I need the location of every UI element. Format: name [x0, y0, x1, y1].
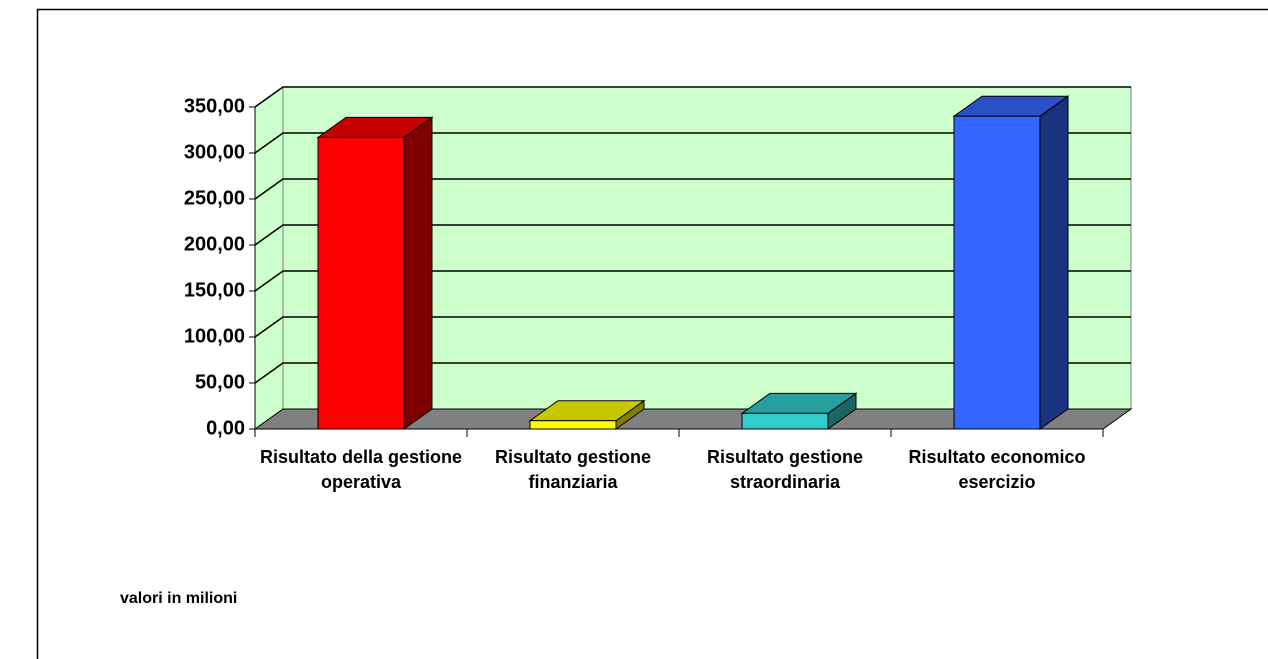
bar — [529, 420, 617, 430]
y-tick-label: 100,00 — [184, 325, 245, 347]
bar — [953, 115, 1041, 430]
grid-line — [254, 224, 1131, 246]
frame — [36, 8, 1268, 659]
x-tick-label: Risultato gestione straordinaria — [706, 447, 863, 492]
y-tick-label: 0,00 — [206, 417, 245, 439]
y-tick-label: 300,00 — [184, 141, 245, 163]
bar — [741, 412, 829, 430]
x-tick-label: Risultato della gestione operativa — [259, 447, 463, 492]
grid-line — [254, 316, 1131, 338]
grid-line — [254, 362, 1131, 384]
bar-side — [403, 116, 433, 430]
side-wall — [254, 86, 284, 430]
y-tick-label: 200,00 — [184, 233, 245, 255]
note: valori in milioni — [120, 590, 238, 607]
grid-line — [254, 178, 1131, 200]
y-tick-label: 50,00 — [195, 371, 245, 393]
grid-line — [254, 86, 1131, 108]
grid-line — [254, 270, 1131, 292]
y-tick-label: 250,00 — [184, 187, 245, 209]
bar — [317, 136, 405, 430]
x-tick-label: Risultato economico esercizio — [908, 447, 1086, 492]
y-tick-label: 150,00 — [184, 279, 245, 301]
grid-line — [254, 132, 1131, 154]
y-tick-label: 350,00 — [184, 95, 245, 117]
bar-side — [1039, 95, 1069, 430]
x-tick-label: Risultato gestione finanziaria — [494, 447, 651, 492]
